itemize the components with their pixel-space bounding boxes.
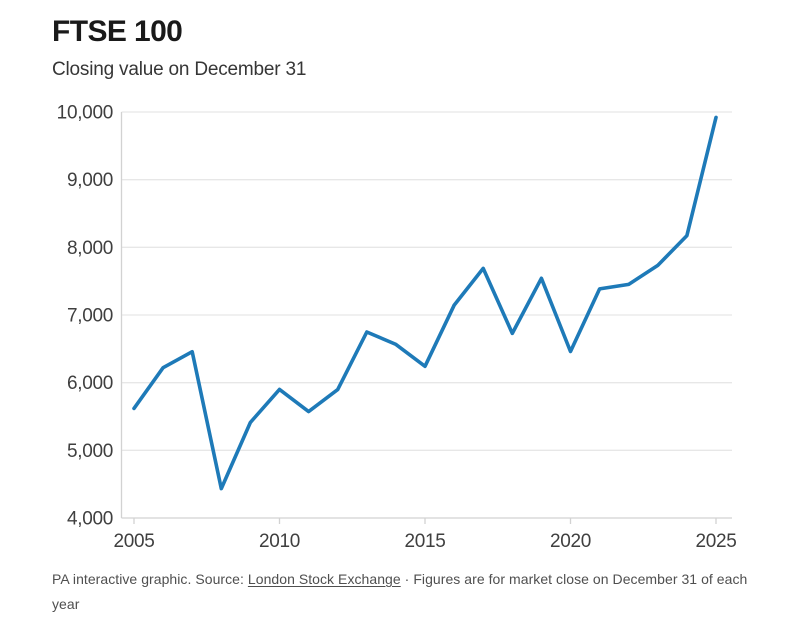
chart-footnote: PA interactive graphic. Source: London S… <box>52 567 758 617</box>
x-axis-tick-label: 2015 <box>404 531 445 552</box>
y-axis-tick-label: 10,000 <box>57 103 113 124</box>
y-axis-tick-label: 6,000 <box>67 373 113 394</box>
y-axis-tick-label: 9,000 <box>67 170 113 191</box>
y-axis-tick-label: 5,000 <box>67 441 113 462</box>
y-axis-tick-label: 4,000 <box>67 509 113 530</box>
x-axis-tick-label: 2010 <box>259 531 300 552</box>
line-chart: 4,000 5,000 6,000 7,000 8,000 9,000 10,000 2005… <box>0 95 787 560</box>
footnote-suffix: Figures are for market close on December… <box>52 571 748 612</box>
x-axis-tick-label: 2005 <box>113 531 154 552</box>
source-link[interactable]: London Stock Exchange <box>247 571 401 587</box>
x-axis-tick-label: 2025 <box>695 531 736 552</box>
footnote-prefix: PA interactive graphic. Source: <box>52 571 248 587</box>
ftse-line-series <box>132 115 718 491</box>
page-title: FTSE 100 <box>52 15 183 48</box>
x-axis-tick-label: 2020 <box>550 531 591 552</box>
footnote-separator: · <box>400 571 414 587</box>
chart-subtitle: Closing value on December 31 <box>52 59 307 80</box>
y-axis-tick-label: 7,000 <box>67 306 113 327</box>
chart-canvas: 4,000 5,000 6,000 7,000 8,000 9,000 10,000 2005… <box>57 103 737 553</box>
y-axis-tick-label: 8,000 <box>67 238 113 259</box>
